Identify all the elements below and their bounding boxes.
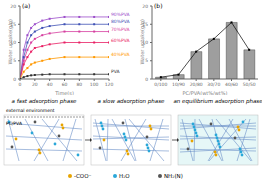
- svg-text:70%PVA: 70%PVA: [111, 27, 131, 32]
- svg-text:100: 100: [90, 82, 99, 87]
- svg-text:20: 20: [10, 4, 16, 9]
- svg-text:a slow adsorption phase: a slow adsorption phase: [98, 98, 165, 105]
- svg-text:80%PVA: 80%PVA: [111, 19, 131, 24]
- svg-text:60: 60: [62, 82, 68, 87]
- svg-text:5: 5: [145, 58, 148, 63]
- svg-text:a fast adsorption phase: a fast adsorption phase: [12, 98, 78, 105]
- svg-text:-COO⁻: -COO⁻: [74, 173, 91, 179]
- svg-text:20: 20: [32, 82, 38, 87]
- svg-text:15: 15: [10, 21, 16, 27]
- svg-text:20/80: 20/80: [190, 82, 203, 87]
- svg-text:NH₂(N): NH₂(N): [164, 173, 183, 179]
- svg-text:0/100: 0/100: [154, 82, 167, 87]
- svg-text:PC/PVA(wt%/wt%): PC/PVA(wt%/wt%): [183, 90, 228, 95]
- svg-text:Water uptake(g/g): Water uptake(g/g): [8, 19, 14, 65]
- svg-text:PVA: PVA: [111, 69, 121, 74]
- html-text:(b): (b): [154, 2, 163, 9]
- svg-text:0: 0: [19, 82, 22, 87]
- svg-text:Water uptake(g/g): Water uptake(g/g): [139, 19, 146, 65]
- svg-text:50/50: 50/50: [243, 82, 254, 87]
- svg-text:Time(s): Time(s): [54, 90, 74, 95]
- svg-text:PC/PVA: PC/PVA: [8, 121, 23, 126]
- svg-text:40/60: 40/60: [225, 82, 238, 87]
- svg-text:external environment: external environment: [8, 108, 55, 113]
- svg-text:10: 10: [10, 40, 16, 46]
- svg-text:90%PVA: 90%PVA: [111, 12, 131, 17]
- svg-text:20: 20: [142, 4, 148, 9]
- svg-text:40%PVA: 40%PVA: [111, 52, 131, 57]
- svg-text:an equilibrium adsorption phas: an equilibrium adsorption phase: [173, 98, 254, 105]
- html-text:(a): (a): [22, 2, 31, 9]
- svg-text:0: 0: [13, 77, 16, 82]
- svg-text:10/90: 10/90: [172, 82, 185, 87]
- svg-text:120: 120: [105, 82, 114, 87]
- svg-text:80: 80: [76, 82, 82, 87]
- svg-text:15: 15: [142, 21, 148, 27]
- svg-text:30/70: 30/70: [207, 82, 220, 87]
- svg-text:5: 5: [13, 58, 16, 63]
- svg-text:0: 0: [145, 77, 148, 82]
- svg-text:60%PVA: 60%PVA: [111, 38, 131, 43]
- svg-text:H₂O: H₂O: [119, 173, 130, 179]
- svg-text:10: 10: [142, 40, 148, 46]
- svg-text:40: 40: [47, 82, 53, 87]
